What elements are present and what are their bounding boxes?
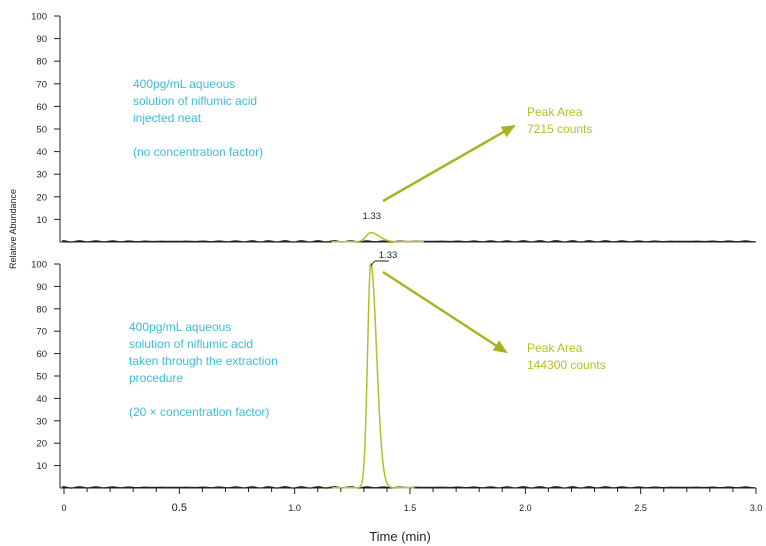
y-tick-label: 10: [36, 461, 47, 472]
annotation-line: 400pg/mL aqueous: [133, 77, 235, 91]
y-tick-label: 60: [36, 102, 47, 113]
annotation-line: injected neat: [133, 111, 202, 125]
callout-arrow: [382, 270, 507, 354]
peak-leader: [370, 260, 376, 267]
callout-arrow: [382, 124, 515, 203]
peak-rt-label: 1.33: [379, 250, 398, 261]
annotation-line: (20 × concentration factor): [129, 405, 269, 419]
callout-line: Peak Area: [527, 105, 583, 119]
callout-line: 7215 counts: [527, 122, 592, 136]
y-tick-label: 50: [36, 372, 47, 383]
x-tick-label: 0: [61, 503, 66, 513]
annotation-line: (no concentration factor): [133, 145, 263, 159]
y-tick-label: 90: [36, 282, 47, 293]
callout-line: 144300 counts: [527, 358, 606, 372]
x-tick-label: 3.0: [750, 503, 763, 513]
callout-line: Peak Area: [527, 341, 583, 355]
y-tick-label: 100: [31, 260, 47, 271]
callout-arrowhead: [500, 125, 516, 138]
y-tick-label: 30: [36, 416, 47, 427]
callout-arrowhead: [492, 340, 508, 354]
y-axis-title: Relative Abundance: [8, 189, 18, 269]
y-tick-label: 70: [36, 79, 47, 90]
annotation-line: solution of niflumic acid: [129, 337, 253, 351]
y-tick-label: 50: [36, 125, 47, 136]
x-tick-label: 1.0: [288, 503, 301, 513]
x-tick-label: 1.5: [404, 503, 417, 513]
annotation-line: taken through the extraction: [129, 354, 278, 368]
y-tick-label: 40: [36, 147, 47, 158]
peak-rt-label: 1.33: [363, 211, 382, 222]
annotation-line: 400pg/mL aqueous: [129, 320, 231, 334]
y-tick-label: 80: [36, 57, 47, 68]
y-tick-label: 10: [36, 215, 47, 226]
peak-trace: [331, 231, 424, 243]
y-tick-label: 60: [36, 349, 47, 360]
y-tick-label: 30: [36, 170, 47, 181]
peak-trace: [331, 261, 415, 489]
x-axis-title: Time (min): [369, 529, 431, 544]
y-tick-label: 20: [36, 192, 47, 203]
bottom-panel: 10 20 30 40 50 60 70 80 90 100 1.33 400pg/mL aqueou…: [31, 250, 756, 489]
y-tick-label: 100: [31, 12, 47, 23]
y-tick-label: 80: [36, 304, 47, 315]
x-tick-label: 2.0: [519, 503, 532, 513]
y-tick-label: 70: [36, 327, 47, 338]
annotation-line: procedure: [129, 371, 183, 385]
x-tick-label: 0.5: [172, 502, 187, 514]
top-panel: 10 20 30 40 50 60 70 80 90 100 1.33 400pg/mL aqueou…: [31, 12, 756, 243]
x-axis: 0 0.5 1.0 1.5 2.0 2.5 3.0: [61, 488, 762, 514]
y-tick-label: 20: [36, 439, 47, 450]
x-tick-label: 2.5: [634, 503, 647, 513]
y-tick-label: 90: [36, 34, 47, 45]
y-tick-label: 40: [36, 394, 47, 405]
annotation-line: solution of niflumic acid: [133, 94, 257, 108]
